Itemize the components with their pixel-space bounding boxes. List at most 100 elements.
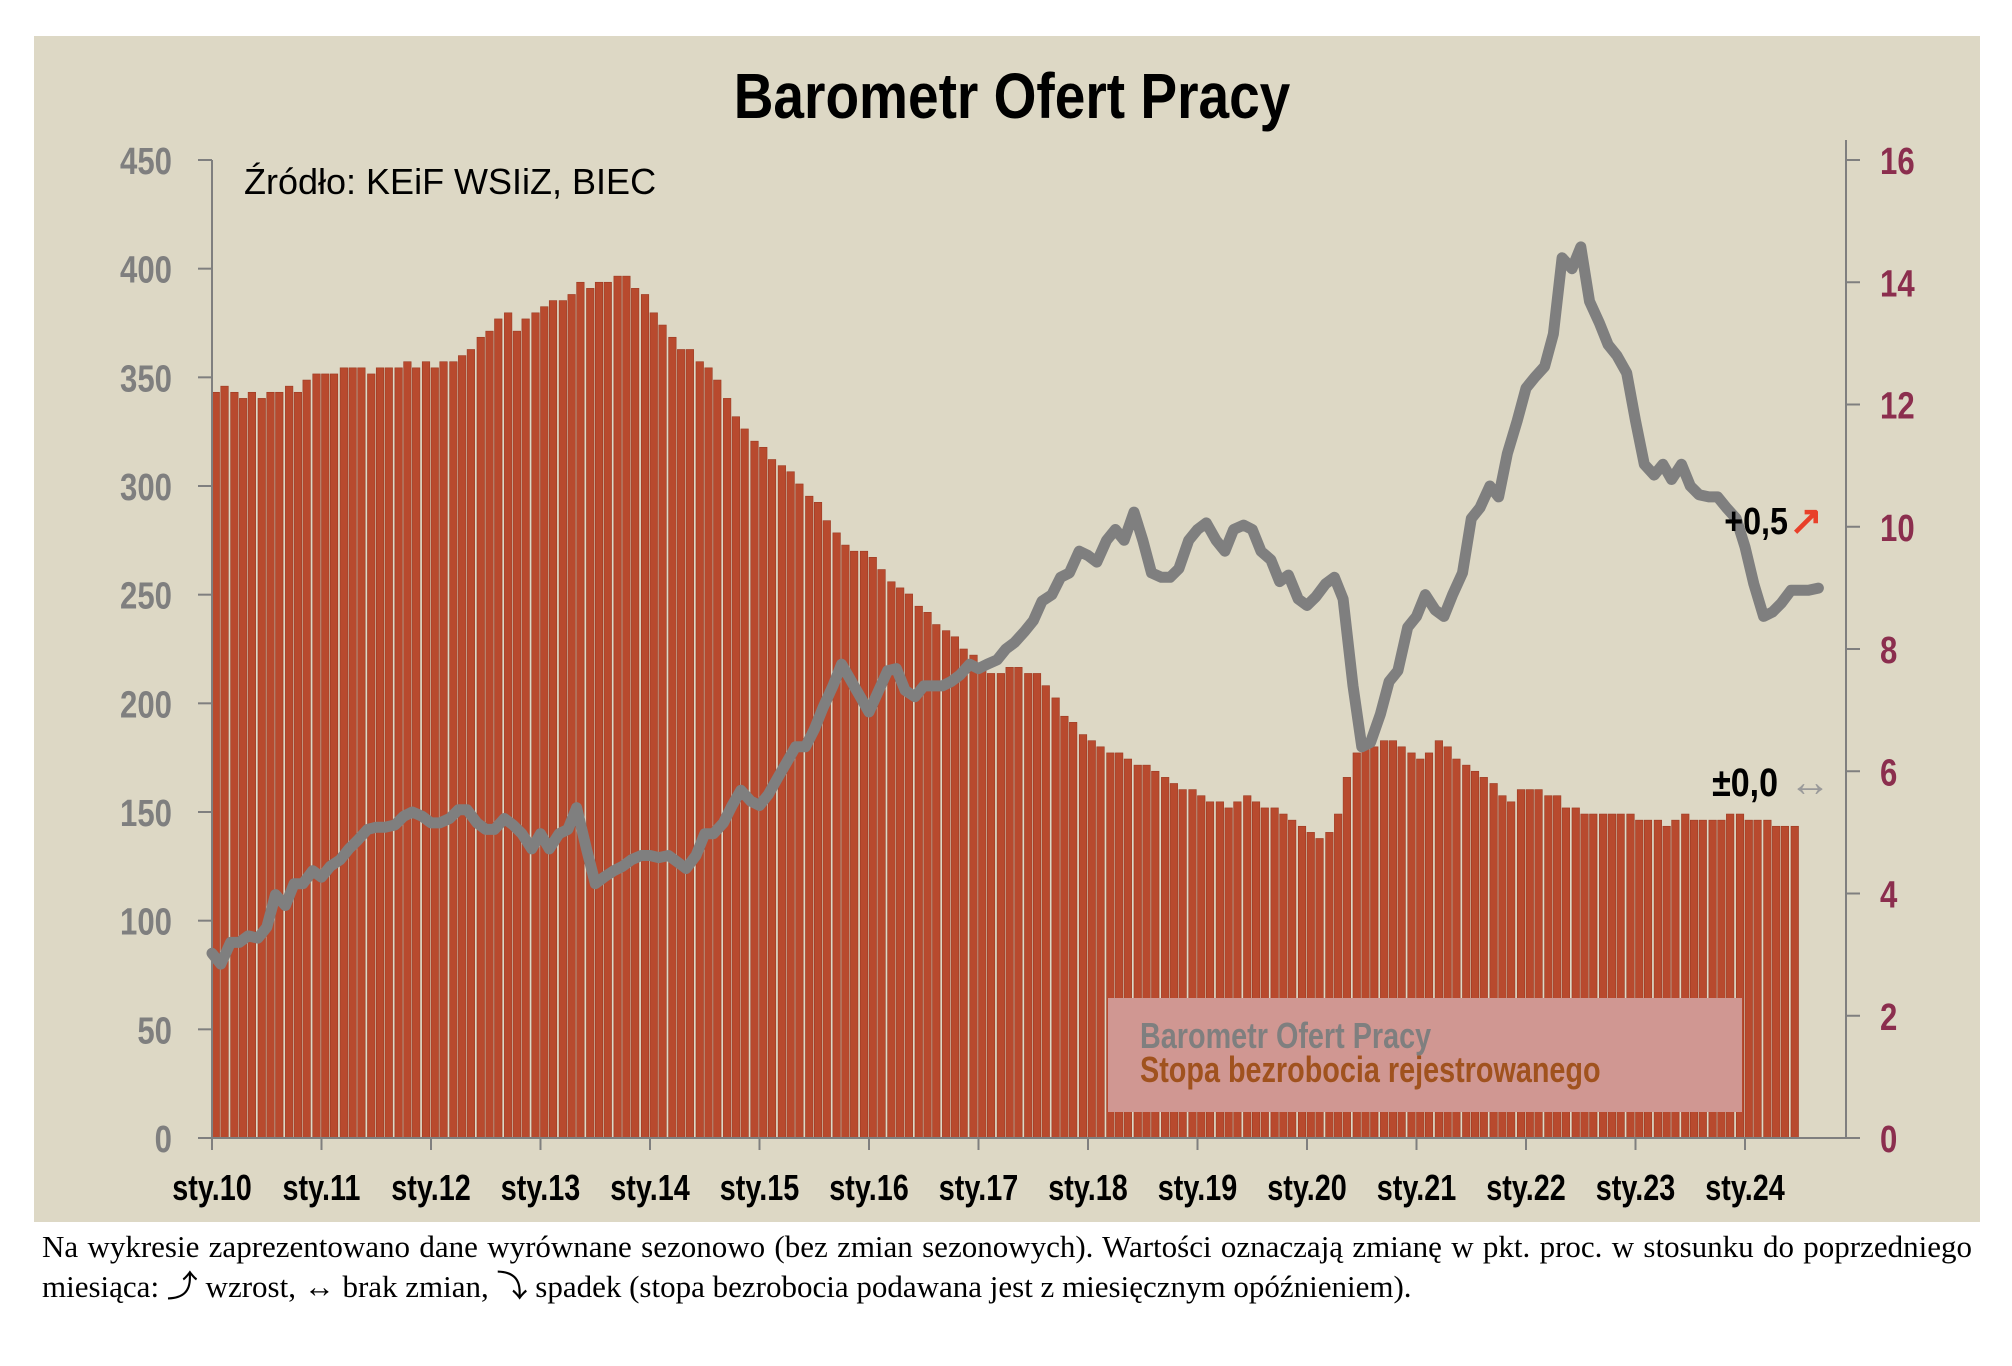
bar-42 xyxy=(594,281,604,1139)
bar-67 xyxy=(822,520,831,1139)
bar-6 xyxy=(266,391,275,1139)
bar-73 xyxy=(877,569,886,1139)
bar-19 xyxy=(384,367,393,1139)
y-right-tick-label: 2 xyxy=(1880,997,1897,1039)
x-tick-label: sty.16 xyxy=(829,1167,908,1208)
bar-39 xyxy=(567,294,576,1139)
bar-88 xyxy=(1014,667,1023,1139)
bar-27 xyxy=(458,355,467,1139)
bar-72 xyxy=(868,557,877,1139)
bar-172 xyxy=(1780,825,1789,1139)
bar-53 xyxy=(695,361,704,1139)
y-left-tick-label: 450 xyxy=(120,141,172,183)
y-right-tick-label: 16 xyxy=(1880,141,1915,183)
x-tick-label: sty.21 xyxy=(1377,1167,1456,1208)
bar-82 xyxy=(959,648,968,1139)
legend-entry-barometr: Barometr Ofert Pracy xyxy=(1140,1015,1431,1056)
bar-173 xyxy=(1790,825,1799,1139)
bar-69 xyxy=(841,544,850,1139)
axes xyxy=(198,140,1860,1150)
bar-80 xyxy=(942,630,951,1139)
bar-70 xyxy=(850,550,859,1139)
bar-17 xyxy=(367,373,376,1139)
x-tick-label: sty.17 xyxy=(939,1167,1018,1208)
bar-85 xyxy=(986,673,996,1139)
bar-8 xyxy=(285,385,294,1139)
annotation-unemployment-arrow: ↔ xyxy=(1789,758,1831,805)
x-tick-label: sty.20 xyxy=(1267,1167,1346,1208)
y-left-tick-label: 400 xyxy=(120,250,172,292)
x-tick-label: sty.13 xyxy=(501,1167,580,1208)
bar-3 xyxy=(239,398,248,1139)
bar-15 xyxy=(348,367,357,1139)
bar-16 xyxy=(357,367,366,1139)
bar-59 xyxy=(750,440,759,1139)
bar-91 xyxy=(1041,685,1050,1139)
y-left-tick-label: 200 xyxy=(120,684,172,726)
source-label: Źródło: KEiF WSIiZ, BIEC xyxy=(244,161,656,202)
bar-93 xyxy=(1060,715,1069,1139)
bar-12 xyxy=(321,373,330,1139)
legend-entry-unemployment: Stopa bezrobocia rejestrowanego xyxy=(1140,1049,1601,1090)
bar-43 xyxy=(603,281,612,1139)
x-tick-label: sty.24 xyxy=(1705,1167,1784,1208)
bar-20 xyxy=(394,367,403,1139)
bar-32 xyxy=(504,312,513,1139)
y-left-tick-label: 150 xyxy=(120,793,172,835)
bar-14 xyxy=(339,367,348,1139)
x-tick-label: sty.22 xyxy=(1486,1167,1565,1208)
bar-71 xyxy=(859,550,869,1139)
bar-18 xyxy=(375,367,385,1139)
bar-86 xyxy=(996,673,1005,1139)
annotation-barometr-arrow: ↗ xyxy=(1789,499,1823,543)
y-right-tick-label: 6 xyxy=(1880,752,1897,794)
bar-40 xyxy=(576,281,585,1139)
bar-33 xyxy=(512,330,521,1139)
y-left-tick-label: 0 xyxy=(155,1119,172,1161)
bar-29 xyxy=(476,336,485,1139)
bar-21 xyxy=(403,361,412,1139)
bar-36 xyxy=(540,306,549,1139)
bar-37 xyxy=(548,300,558,1139)
bar-79 xyxy=(932,624,941,1139)
bar-35 xyxy=(531,312,540,1139)
bar-34 xyxy=(521,318,530,1139)
legend-box xyxy=(1108,998,1742,1112)
bar-63 xyxy=(786,471,795,1139)
bar-38 xyxy=(558,300,567,1139)
bar-11 xyxy=(312,373,321,1139)
bar-55 xyxy=(713,379,722,1139)
bar-84 xyxy=(978,667,987,1139)
bar-5 xyxy=(257,398,266,1139)
bar-90 xyxy=(1032,673,1042,1139)
bar-48 xyxy=(649,312,658,1139)
bar-89 xyxy=(1024,673,1033,1139)
bar-51 xyxy=(677,349,686,1139)
x-tick-label: sty.15 xyxy=(720,1167,799,1208)
bar-24 xyxy=(430,367,439,1139)
y-left-tick-label: 350 xyxy=(120,358,172,400)
bar-28 xyxy=(466,349,475,1139)
annotation-barometr-change: +0,5 xyxy=(1724,501,1788,543)
bar-170 xyxy=(1763,819,1772,1139)
bar-66 xyxy=(813,501,823,1139)
bar-83 xyxy=(969,654,978,1139)
bar-41 xyxy=(586,288,595,1139)
bar-4 xyxy=(247,391,256,1139)
bar-25 xyxy=(439,361,448,1139)
bar-56 xyxy=(723,398,732,1139)
bar-54 xyxy=(704,367,713,1139)
bar-62 xyxy=(777,465,786,1139)
bar-31 xyxy=(494,318,503,1139)
bar-64 xyxy=(795,483,804,1139)
y-right-tick-label: 0 xyxy=(1880,1119,1897,1161)
y-right-tick-label: 10 xyxy=(1880,508,1915,550)
y-left-tick-label: 300 xyxy=(120,467,172,509)
bar-95 xyxy=(1078,734,1088,1139)
bar-26 xyxy=(449,361,458,1139)
bar-169 xyxy=(1753,819,1762,1139)
y-right-tick-label: 12 xyxy=(1880,386,1915,428)
bar-7 xyxy=(275,391,284,1139)
bar-2 xyxy=(230,391,239,1139)
